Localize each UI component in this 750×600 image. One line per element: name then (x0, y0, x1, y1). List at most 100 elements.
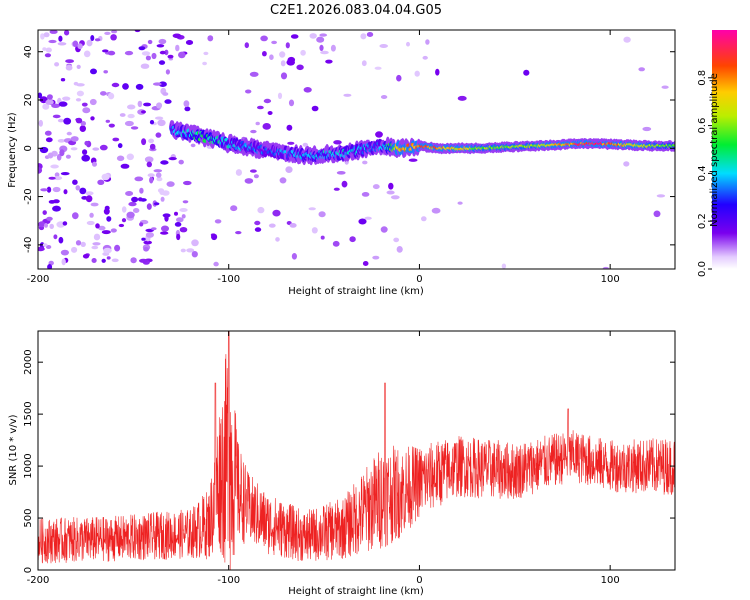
heatmap-cell (59, 149, 65, 157)
heatmap-cell (275, 237, 280, 242)
heatmap-cell (143, 247, 150, 252)
heatmap-cell (174, 211, 178, 216)
heatmap-cell (308, 207, 316, 211)
heatmap-cell (75, 98, 82, 102)
y-tick-label: 40 (23, 45, 34, 58)
heatmap-cell (84, 140, 89, 146)
heatmap-cell (42, 47, 47, 51)
heatmap-cell (144, 156, 154, 163)
heatmap-cell (318, 211, 326, 218)
heatmap-cell (191, 251, 198, 258)
y-tick-label: -20 (23, 188, 34, 204)
heatmap-cell (175, 44, 180, 52)
heatmap-cell (90, 202, 99, 207)
heatmap-cell (80, 121, 87, 126)
heatmap-cell (211, 233, 218, 241)
heatmap-cell (375, 131, 383, 138)
heatmap-cell (102, 49, 109, 53)
heatmap-cell (235, 169, 242, 176)
heatmap-cell (72, 179, 78, 185)
heatmap-cell (325, 59, 333, 64)
heatmap-cell (285, 42, 290, 49)
heatmap-cell (296, 64, 304, 71)
heatmap-cell (71, 246, 78, 253)
heatmap-cell (110, 228, 117, 233)
heatmap-cell (207, 35, 214, 42)
heatmap-cell (147, 173, 155, 178)
heatmap-cell (70, 136, 79, 142)
heatmap-cell (86, 39, 93, 47)
heatmap-cell (111, 30, 118, 34)
heatmap-cell (501, 263, 507, 269)
snr-x-ticks: -200 -100 0 100 (27, 331, 620, 586)
heatmap-cell (38, 246, 45, 252)
heatmap-cell (151, 52, 157, 60)
heatmap-cell (362, 160, 368, 165)
heatmap-cell (320, 235, 325, 240)
snr-x-label: Height of straight line (km) (288, 586, 424, 597)
heatmap-cell (54, 172, 60, 177)
heatmap-cell (44, 53, 52, 58)
heatmap-cell (260, 35, 268, 42)
heatmap-cell (309, 33, 317, 39)
heatmap-cell (159, 50, 166, 55)
heatmap-cell (388, 182, 394, 190)
heatmap-cell (263, 98, 272, 104)
heatmap-cell (79, 125, 87, 132)
heatmap-cell (303, 87, 312, 93)
heatmap-cell (235, 231, 242, 235)
heatmap-cell (62, 96, 71, 101)
heatmap-cell (126, 153, 134, 161)
heatmap-cell (122, 83, 129, 90)
heatmap-cell (124, 50, 134, 56)
heatmap-cell (160, 160, 169, 165)
heatmap-cell (249, 71, 259, 77)
heatmap-cell (52, 114, 61, 119)
heatmap-cell (70, 147, 78, 151)
heatmap-cell (244, 42, 249, 49)
heatmap-cell (126, 211, 135, 219)
heatmap-cell (141, 237, 146, 241)
heatmap-cell (164, 214, 169, 222)
heatmap-cell (90, 116, 95, 121)
heatmap-cell (164, 99, 172, 104)
heatmap-cell (58, 35, 63, 42)
heatmap-cell (174, 222, 182, 227)
heatmap-cell (65, 64, 73, 71)
heatmap-cell (155, 132, 162, 138)
heatmap-cell (80, 241, 86, 247)
heatmap-cell (393, 237, 400, 243)
heatmap-cell (244, 178, 254, 184)
heatmap-cell (131, 196, 139, 203)
heatmap-cell (141, 138, 147, 146)
heatmap-cell (156, 176, 163, 182)
x-tick-label: -100 (217, 575, 240, 586)
heatmap-cell (176, 217, 184, 223)
colorbar: 0.0 0.2 0.4 0.6 0.8 Normalized spectral ampl… (697, 30, 737, 277)
heatmap-cell (53, 234, 58, 240)
heatmap-cell (75, 185, 81, 191)
heatmap-cell (277, 92, 283, 100)
heatmap-cell (45, 245, 52, 249)
heatmap-cell (38, 167, 43, 174)
colorbar-tick-label: 0.6 (697, 118, 708, 134)
heatmap-cell (147, 39, 153, 45)
heatmap-cell (75, 240, 82, 246)
heatmap-cell (179, 227, 188, 233)
heatmap-cell (165, 69, 170, 75)
heatmap-cell (47, 264, 53, 269)
heatmap-cell (190, 143, 196, 148)
heatmap-cell (162, 92, 169, 96)
heatmap-cell (153, 202, 160, 206)
heatmap-cell (390, 195, 400, 200)
heatmap-cell (57, 118, 64, 123)
heatmap-cell (269, 54, 274, 60)
heatmap-cell (408, 158, 418, 162)
heatmap-cell (91, 258, 97, 263)
heatmap-cell (86, 220, 95, 226)
heatmap-cell (79, 187, 87, 195)
heatmap-cell (156, 102, 163, 109)
heatmap-cell (380, 95, 388, 99)
colorbar-gradient (712, 30, 737, 269)
